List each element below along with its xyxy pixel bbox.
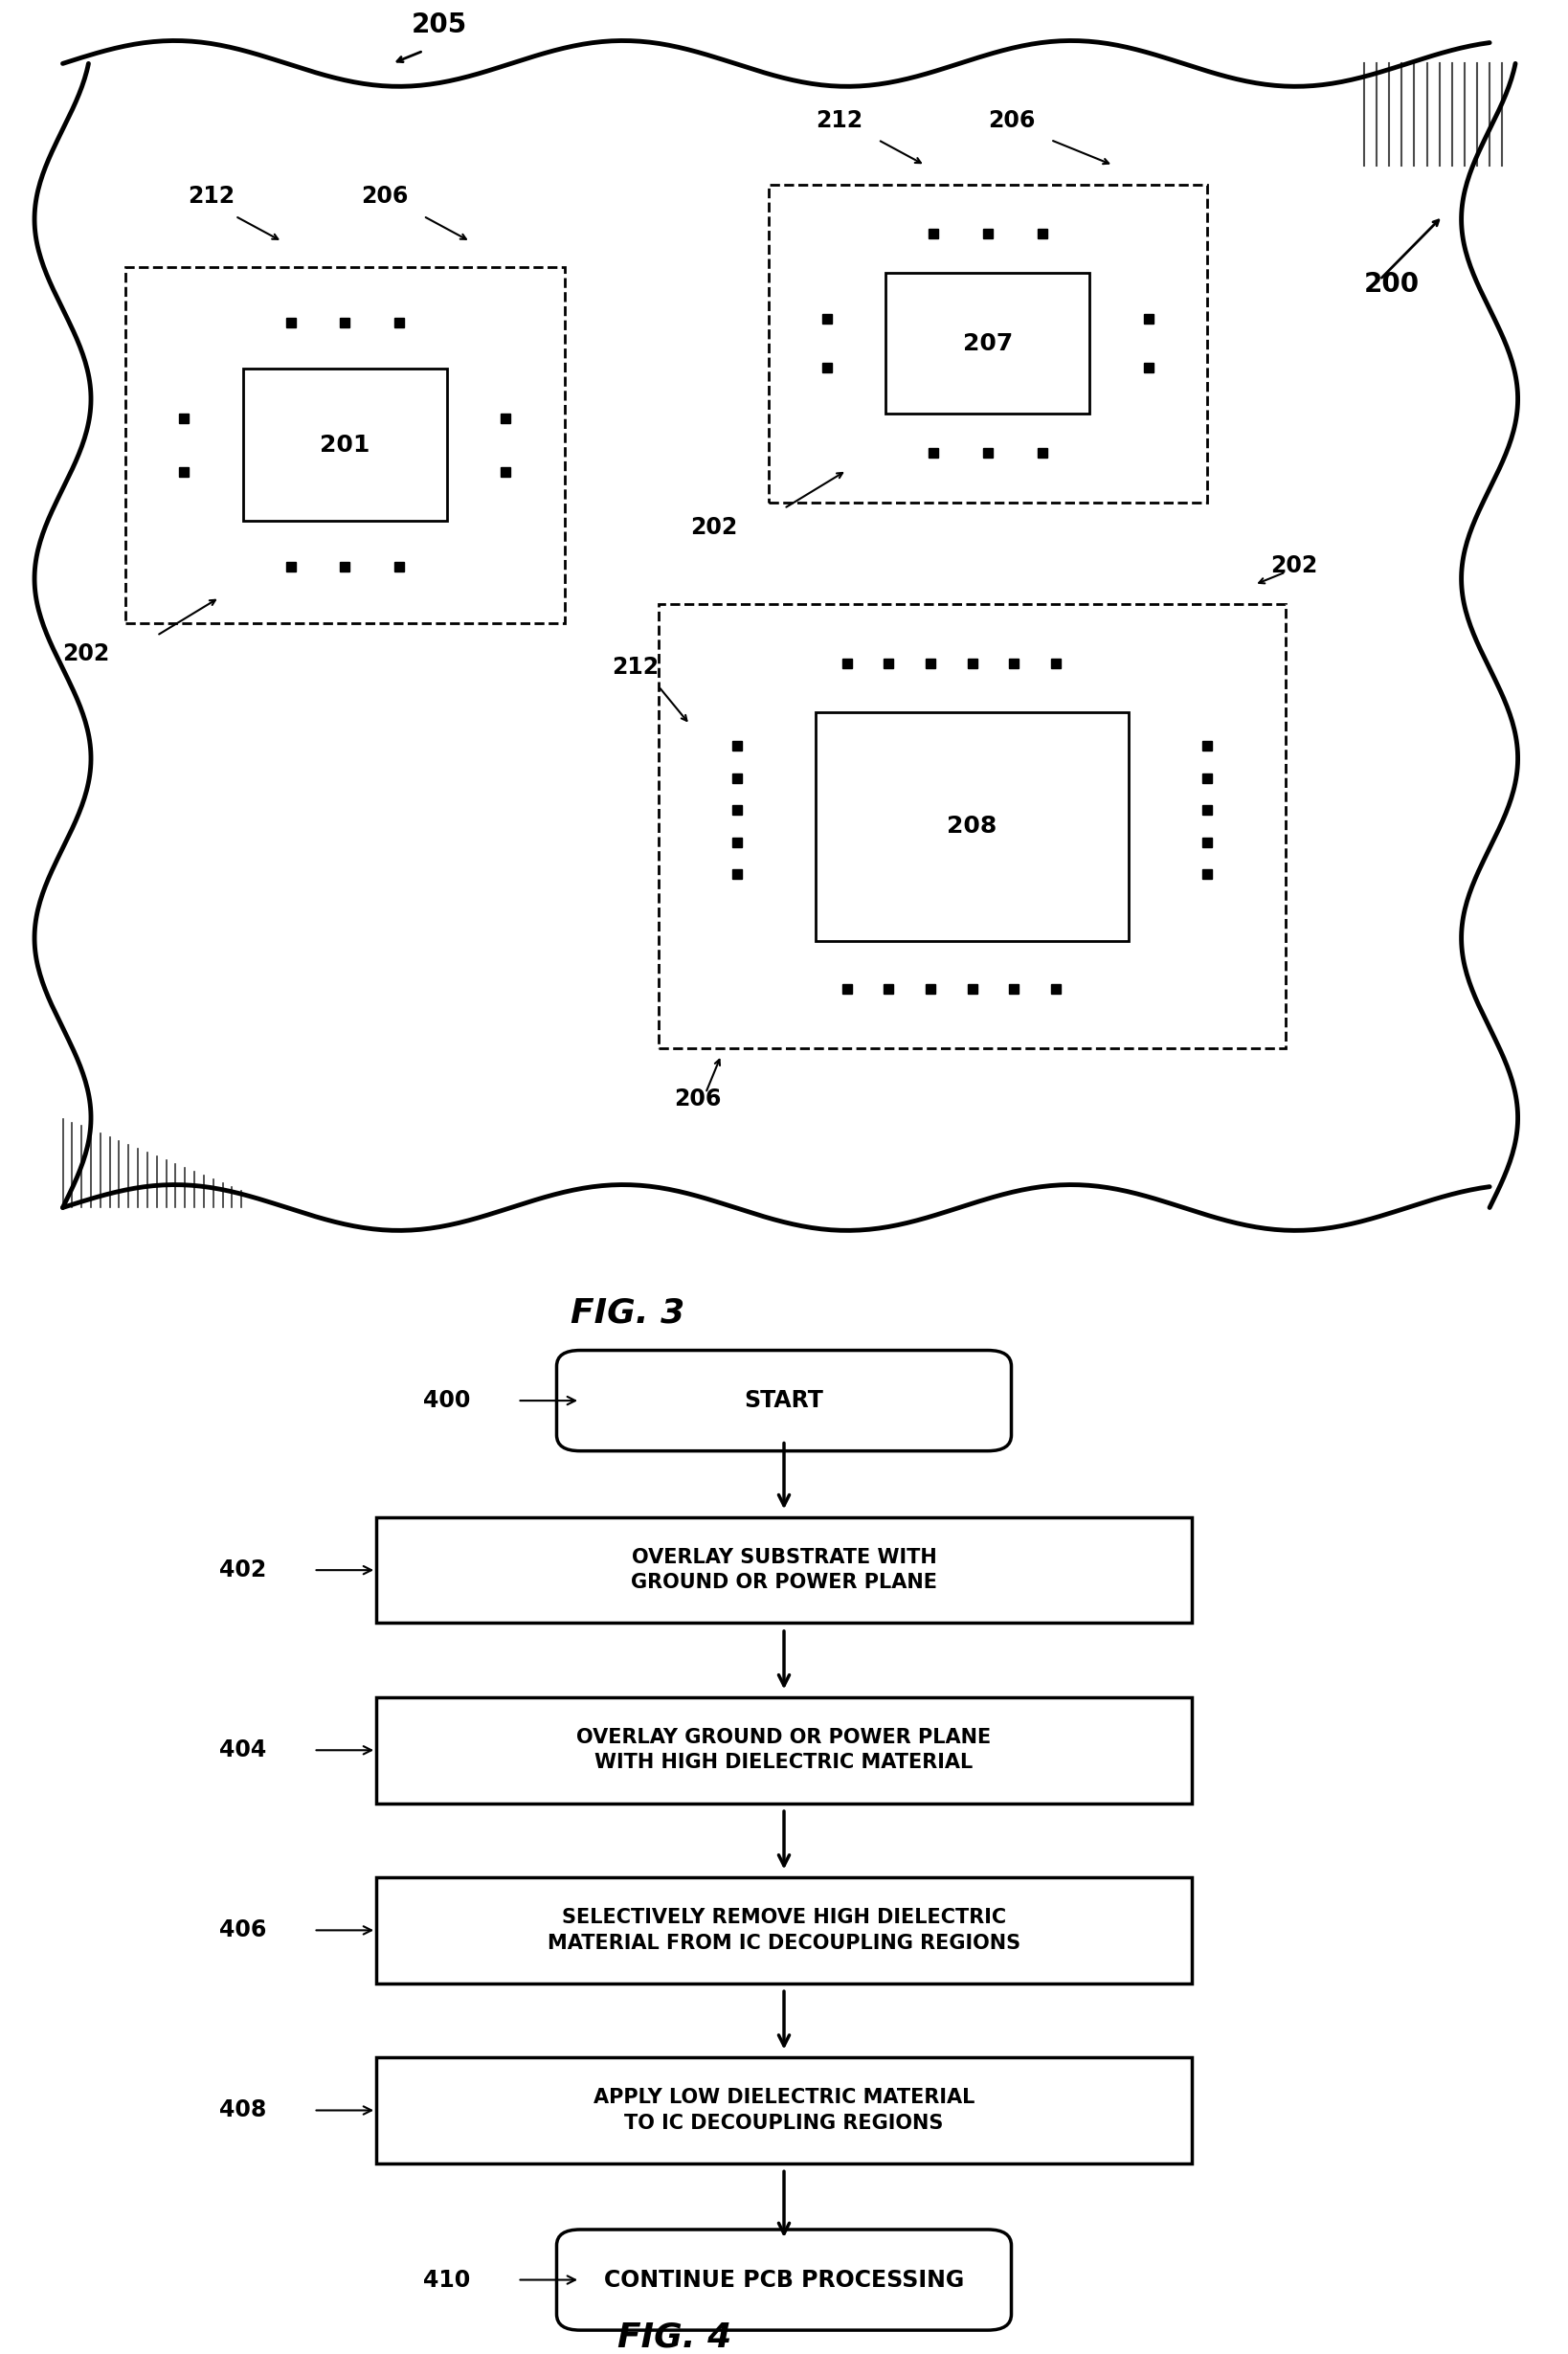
Text: 402: 402 bbox=[220, 1558, 267, 1582]
Bar bbox=[376, 1697, 1192, 1803]
Text: OVERLAY GROUND OR POWER PLANE
WITH HIGH DIELECTRIC MATERIAL: OVERLAY GROUND OR POWER PLANE WITH HIGH … bbox=[577, 1728, 991, 1773]
FancyBboxPatch shape bbox=[557, 1351, 1011, 1450]
Text: 202: 202 bbox=[63, 643, 110, 666]
Text: 202: 202 bbox=[1270, 553, 1317, 577]
Text: 212: 212 bbox=[188, 186, 235, 207]
Text: START: START bbox=[745, 1389, 823, 1412]
Text: 206: 206 bbox=[674, 1088, 721, 1111]
Text: 212: 212 bbox=[815, 108, 862, 132]
Text: 410: 410 bbox=[423, 2269, 470, 2290]
Text: 206: 206 bbox=[361, 186, 408, 207]
Bar bbox=[659, 605, 1286, 1050]
Bar bbox=[376, 1518, 1192, 1624]
Text: FIG. 3: FIG. 3 bbox=[571, 1297, 684, 1330]
Text: 404: 404 bbox=[220, 1740, 267, 1761]
FancyBboxPatch shape bbox=[557, 2229, 1011, 2330]
Text: 208: 208 bbox=[947, 814, 997, 838]
Text: 400: 400 bbox=[423, 1389, 470, 1412]
Text: SELECTIVELY REMOVE HIGH DIELECTRIC
MATERIAL FROM IC DECOUPLING REGIONS: SELECTIVELY REMOVE HIGH DIELECTRIC MATER… bbox=[547, 1909, 1021, 1951]
Text: 202: 202 bbox=[690, 516, 737, 539]
Text: FIG. 4: FIG. 4 bbox=[618, 2321, 731, 2354]
Text: 406: 406 bbox=[220, 1919, 267, 1942]
Text: 200: 200 bbox=[1364, 271, 1419, 299]
Bar bbox=[243, 370, 447, 520]
Text: 206: 206 bbox=[988, 108, 1035, 132]
Text: 207: 207 bbox=[963, 332, 1013, 355]
Text: 205: 205 bbox=[411, 12, 467, 38]
Bar bbox=[376, 2057, 1192, 2163]
Bar bbox=[815, 711, 1129, 942]
Bar bbox=[376, 1878, 1192, 1982]
Bar bbox=[768, 184, 1207, 501]
Text: APPLY LOW DIELECTRIC MATERIAL
TO IC DECOUPLING REGIONS: APPLY LOW DIELECTRIC MATERIAL TO IC DECO… bbox=[593, 2088, 975, 2133]
Text: OVERLAY SUBSTRATE WITH
GROUND OR POWER PLANE: OVERLAY SUBSTRATE WITH GROUND OR POWER P… bbox=[630, 1549, 938, 1591]
Bar bbox=[886, 273, 1090, 414]
Text: CONTINUE PCB PROCESSING: CONTINUE PCB PROCESSING bbox=[604, 2269, 964, 2290]
Text: 212: 212 bbox=[612, 654, 659, 678]
Text: 408: 408 bbox=[220, 2100, 267, 2121]
Text: 201: 201 bbox=[320, 433, 370, 457]
Bar bbox=[125, 266, 564, 624]
